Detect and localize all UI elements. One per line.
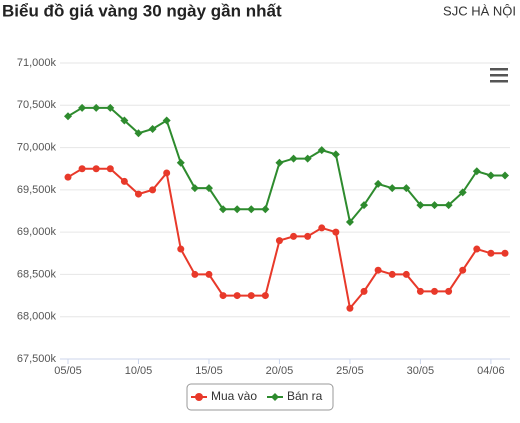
legend-label[interactable]: Bán ra	[287, 389, 323, 403]
point	[261, 205, 270, 214]
point	[148, 124, 157, 133]
point	[78, 165, 86, 173]
point	[374, 266, 382, 274]
menu-button[interactable]	[490, 68, 508, 83]
point	[402, 184, 411, 193]
x-tick-label: 30/05	[407, 365, 435, 377]
point	[459, 266, 467, 274]
point	[247, 292, 255, 300]
y-tick-label: 69,000k	[17, 226, 57, 238]
point	[430, 201, 439, 210]
menu-bar[interactable]	[490, 80, 508, 83]
point	[360, 287, 368, 295]
point	[332, 228, 340, 236]
point	[458, 188, 467, 197]
menu-bar[interactable]	[490, 74, 508, 77]
point	[346, 304, 354, 312]
point	[445, 287, 453, 295]
point	[486, 171, 495, 180]
chart-subtitle: SJC HÀ NỘI	[443, 3, 516, 18]
point	[374, 179, 383, 188]
point	[176, 158, 185, 167]
point	[290, 232, 298, 240]
point	[205, 270, 213, 278]
point	[318, 224, 326, 232]
series-line	[67, 106, 505, 225]
x-tick-label: 05/05	[54, 365, 82, 377]
point	[190, 184, 199, 193]
point	[275, 158, 284, 167]
point	[303, 154, 312, 163]
point	[106, 103, 115, 112]
point	[431, 287, 439, 295]
y-tick-label: 70,000k	[17, 141, 57, 153]
point	[402, 270, 410, 278]
point	[304, 232, 312, 240]
point	[233, 205, 242, 214]
point	[501, 249, 509, 257]
x-tick-label: 20/05	[266, 365, 294, 377]
point	[78, 103, 87, 112]
point	[134, 190, 142, 198]
point	[163, 169, 171, 177]
point	[289, 154, 298, 163]
chart-title: Biểu đồ giá vàng 30 ngày gần nhất	[2, 1, 282, 20]
point	[331, 150, 340, 159]
point	[275, 237, 283, 245]
point	[64, 173, 72, 181]
point	[106, 165, 114, 173]
point	[219, 205, 228, 214]
y-tick-label: 67,500k	[17, 353, 57, 365]
point	[162, 116, 171, 125]
y-tick-label: 71,000k	[17, 57, 57, 69]
point	[233, 292, 241, 300]
y-tick-label: 68,500k	[17, 268, 57, 280]
point	[360, 201, 369, 210]
point	[388, 270, 396, 278]
point	[501, 171, 509, 180]
point	[487, 249, 495, 257]
x-tick-label: 10/05	[125, 365, 153, 377]
y-tick-label: 70,500k	[17, 99, 57, 111]
point	[177, 245, 185, 253]
point	[247, 205, 256, 214]
point	[120, 116, 129, 125]
x-tick-label: 04/06	[477, 365, 505, 377]
point	[149, 186, 157, 194]
x-tick-label: 25/05	[336, 365, 364, 377]
menu-bar[interactable]	[490, 68, 508, 71]
point	[191, 270, 199, 278]
point	[204, 184, 213, 193]
point	[388, 184, 397, 193]
point	[444, 201, 453, 210]
point	[472, 167, 481, 176]
legend-marker[interactable]	[271, 393, 279, 401]
point	[64, 112, 72, 121]
y-tick-label: 68,000k	[17, 311, 57, 323]
point	[317, 146, 326, 155]
point	[92, 165, 100, 173]
legend-box	[186, 383, 334, 411]
y-tick-label: 69,500k	[17, 184, 57, 196]
point	[120, 177, 128, 185]
point	[473, 245, 481, 253]
legend-label[interactable]: Mua vào	[211, 389, 257, 403]
point	[134, 129, 143, 138]
point	[416, 201, 425, 210]
point	[345, 217, 354, 226]
point	[261, 292, 269, 300]
point	[92, 103, 101, 112]
point	[416, 287, 424, 295]
x-tick-label: 15/05	[195, 365, 223, 377]
legend-marker[interactable]	[195, 393, 203, 401]
point	[219, 292, 227, 300]
